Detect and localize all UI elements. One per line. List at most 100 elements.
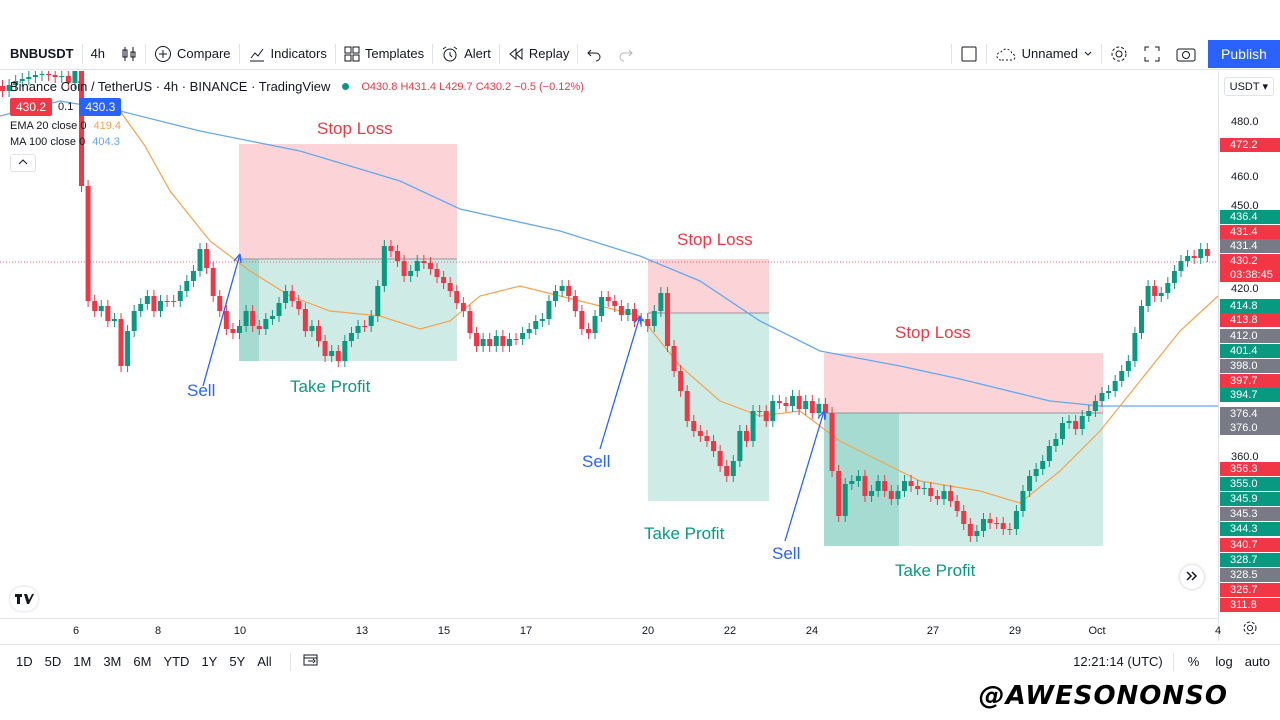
candle-body: [13, 81, 19, 85]
publish-button[interactable]: Publish: [1208, 40, 1280, 68]
candle: [790, 390, 796, 412]
compare-button[interactable]: Compare: [146, 38, 238, 69]
candle-body: [348, 333, 354, 341]
indicators-button[interactable]: Indicators: [240, 38, 335, 69]
range-6m[interactable]: 6M: [133, 654, 152, 669]
sell-price-button[interactable]: 430.2: [10, 98, 53, 116]
log-toggle[interactable]: log: [1215, 654, 1233, 669]
tradingview-logo-icon[interactable]: [10, 587, 38, 611]
candle: [895, 485, 901, 505]
chart-type-button[interactable]: [113, 38, 145, 69]
range-5d[interactable]: 5D: [44, 654, 62, 669]
bottom-bar: 1D 5D 1M 3M 6M YTD 1Y 5Y All 12:21:14 (UTC) % lo…: [0, 644, 1280, 678]
fullscreen-button[interactable]: [1136, 38, 1168, 69]
expand-icon: [1144, 46, 1160, 62]
candle-body: [684, 391, 690, 421]
interval-button[interactable]: 4h: [83, 38, 113, 69]
auto-toggle[interactable]: auto: [1244, 654, 1270, 669]
range-1d[interactable]: 1D: [16, 654, 33, 669]
chart-pane[interactable]: Binance Coin / TetherUS · 4h · BINANCE ·…: [0, 71, 1280, 641]
symbol-search[interactable]: BNBUSDT: [0, 38, 82, 69]
candle-body: [210, 268, 216, 296]
goto-date-button[interactable]: [303, 652, 319, 671]
candle-body: [671, 346, 677, 371]
candle: [934, 490, 940, 505]
candle: [1073, 415, 1079, 435]
candle: [763, 405, 769, 427]
settings-button[interactable]: [1102, 38, 1136, 69]
range-1m[interactable]: 1M: [73, 654, 92, 669]
candle: [500, 330, 506, 352]
templates-label: Templates: [364, 46, 425, 61]
templates-button[interactable]: Templates: [336, 38, 432, 69]
candle-body: [1079, 416, 1085, 429]
candle: [460, 297, 466, 317]
time-label: 8: [154, 625, 162, 637]
range-5y[interactable]: 5Y: [229, 654, 246, 669]
filled-profit-zone-3: [824, 413, 899, 546]
candle-body: [875, 481, 881, 491]
spread-value: 0.1: [58, 101, 74, 113]
candle: [908, 475, 914, 492]
candle: [316, 320, 322, 347]
candle-body: [559, 286, 565, 291]
candle-body: [1033, 469, 1039, 476]
top-toolbar: BNBUSDT 4h Compare Indicators Templates …: [0, 38, 1280, 70]
range-1y[interactable]: 1Y: [201, 654, 218, 669]
candle-body: [585, 329, 591, 333]
candle: [151, 290, 157, 317]
scroll-to-realtime-button[interactable]: [1180, 565, 1204, 589]
candle-body: [974, 531, 980, 536]
snapshot-button[interactable]: [1168, 38, 1204, 69]
time-axis[interactable]: 6 8 10 13 15 17 20 22 24 27 29 Oct 4: [0, 618, 1221, 642]
ma-legend[interactable]: MA 100 close 0 404.3: [10, 136, 584, 148]
candle-body: [217, 296, 223, 311]
candle-body: [599, 297, 605, 316]
candle: [526, 323, 532, 339]
candle: [454, 285, 460, 309]
price-tick: 460.0: [1231, 171, 1259, 183]
replay-button[interactable]: Replay: [500, 38, 577, 69]
range-all[interactable]: All: [257, 654, 272, 669]
price-label: 436.4: [1220, 210, 1280, 224]
candle: [493, 330, 499, 352]
ema-legend[interactable]: EMA 20 close 0 419.4: [10, 120, 584, 132]
fullscreen-layout-button[interactable]: [952, 38, 986, 69]
candle: [1040, 455, 1046, 475]
range-ytd[interactable]: YTD: [163, 654, 190, 669]
undo-button[interactable]: [578, 38, 610, 69]
percent-toggle[interactable]: %: [1187, 654, 1200, 669]
divider: [145, 43, 147, 64]
candle-body: [915, 486, 921, 489]
candle: [928, 482, 934, 502]
candle-body: [362, 326, 368, 327]
candle: [342, 335, 348, 367]
layout-menu-button[interactable]: Unnamed: [987, 38, 1101, 69]
candle-body: [888, 491, 894, 499]
gear-icon: [1110, 45, 1128, 63]
clock[interactable]: 12:21:14 (UTC): [1073, 654, 1163, 669]
collapse-legend-button[interactable]: [10, 154, 36, 172]
candle: [513, 333, 519, 345]
time-label: 22: [723, 625, 737, 637]
currency-selector[interactable]: USDT ▾: [1223, 77, 1274, 96]
buy-price-button[interactable]: 430.3: [79, 98, 122, 116]
replay-label: Replay: [528, 46, 570, 61]
alert-button[interactable]: Alert: [433, 38, 499, 69]
redo-button[interactable]: [610, 38, 642, 69]
undo-icon: [586, 46, 602, 62]
candle: [171, 295, 177, 307]
candle: [52, 71, 58, 83]
divider: [577, 43, 579, 64]
candle-body: [177, 291, 183, 301]
candle: [223, 305, 229, 335]
range-3m[interactable]: 3M: [103, 654, 122, 669]
candle: [1112, 375, 1118, 397]
price-label: 311.8: [1220, 598, 1280, 612]
alarm-clock-icon: [441, 45, 459, 63]
price-label: 344.3: [1220, 522, 1280, 536]
chart-canvas[interactable]: [0, 71, 1218, 618]
candle-body: [737, 431, 743, 461]
chart-settings-button[interactable]: [1238, 620, 1262, 640]
